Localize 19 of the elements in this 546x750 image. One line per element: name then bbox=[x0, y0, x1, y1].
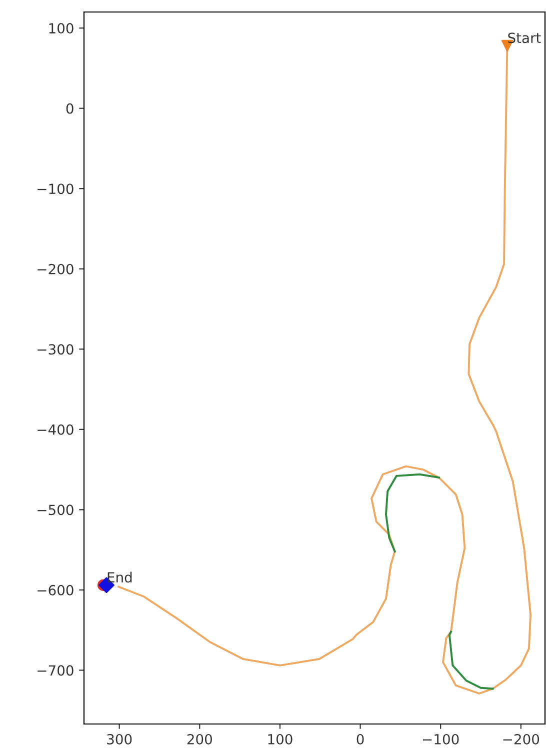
y-tick-label: 100 bbox=[49, 23, 74, 34]
y-tick-label: −300 bbox=[38, 344, 74, 355]
y-tick-label: −600 bbox=[38, 584, 74, 596]
x-tick-label: −200 bbox=[503, 734, 540, 744]
x-tick-label: 200 bbox=[187, 734, 212, 744]
y-tick-label: 0 bbox=[66, 103, 74, 114]
annotation: Start bbox=[508, 32, 541, 44]
line-series bbox=[448, 630, 494, 690]
x-tick-label: −100 bbox=[422, 734, 459, 744]
x-tick-label: 300 bbox=[107, 734, 132, 744]
y-tick-label: −400 bbox=[38, 424, 74, 435]
annotation: End bbox=[108, 572, 132, 583]
x-tick-label: 100 bbox=[268, 734, 292, 744]
y-tick-label: −200 bbox=[38, 264, 74, 274]
y-tick-label: −100 bbox=[38, 184, 74, 194]
y-tick-label: −500 bbox=[38, 504, 74, 516]
x-tick-label: 0 bbox=[356, 734, 364, 744]
line-series bbox=[385, 473, 440, 552]
y-tick-label: −700 bbox=[38, 665, 74, 676]
